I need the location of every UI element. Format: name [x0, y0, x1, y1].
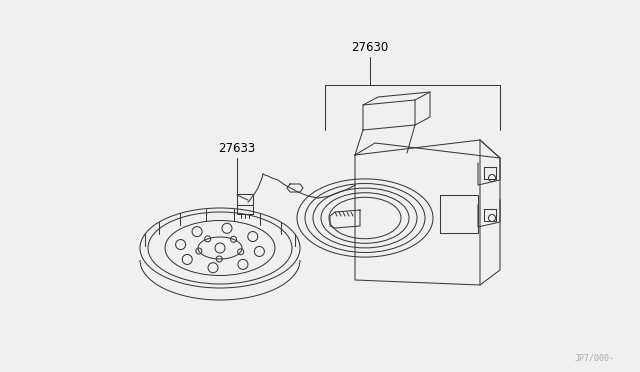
Text: JP7/000-: JP7/000-	[575, 353, 615, 362]
Text: 27630: 27630	[351, 41, 388, 54]
Text: 27633: 27633	[218, 141, 255, 154]
